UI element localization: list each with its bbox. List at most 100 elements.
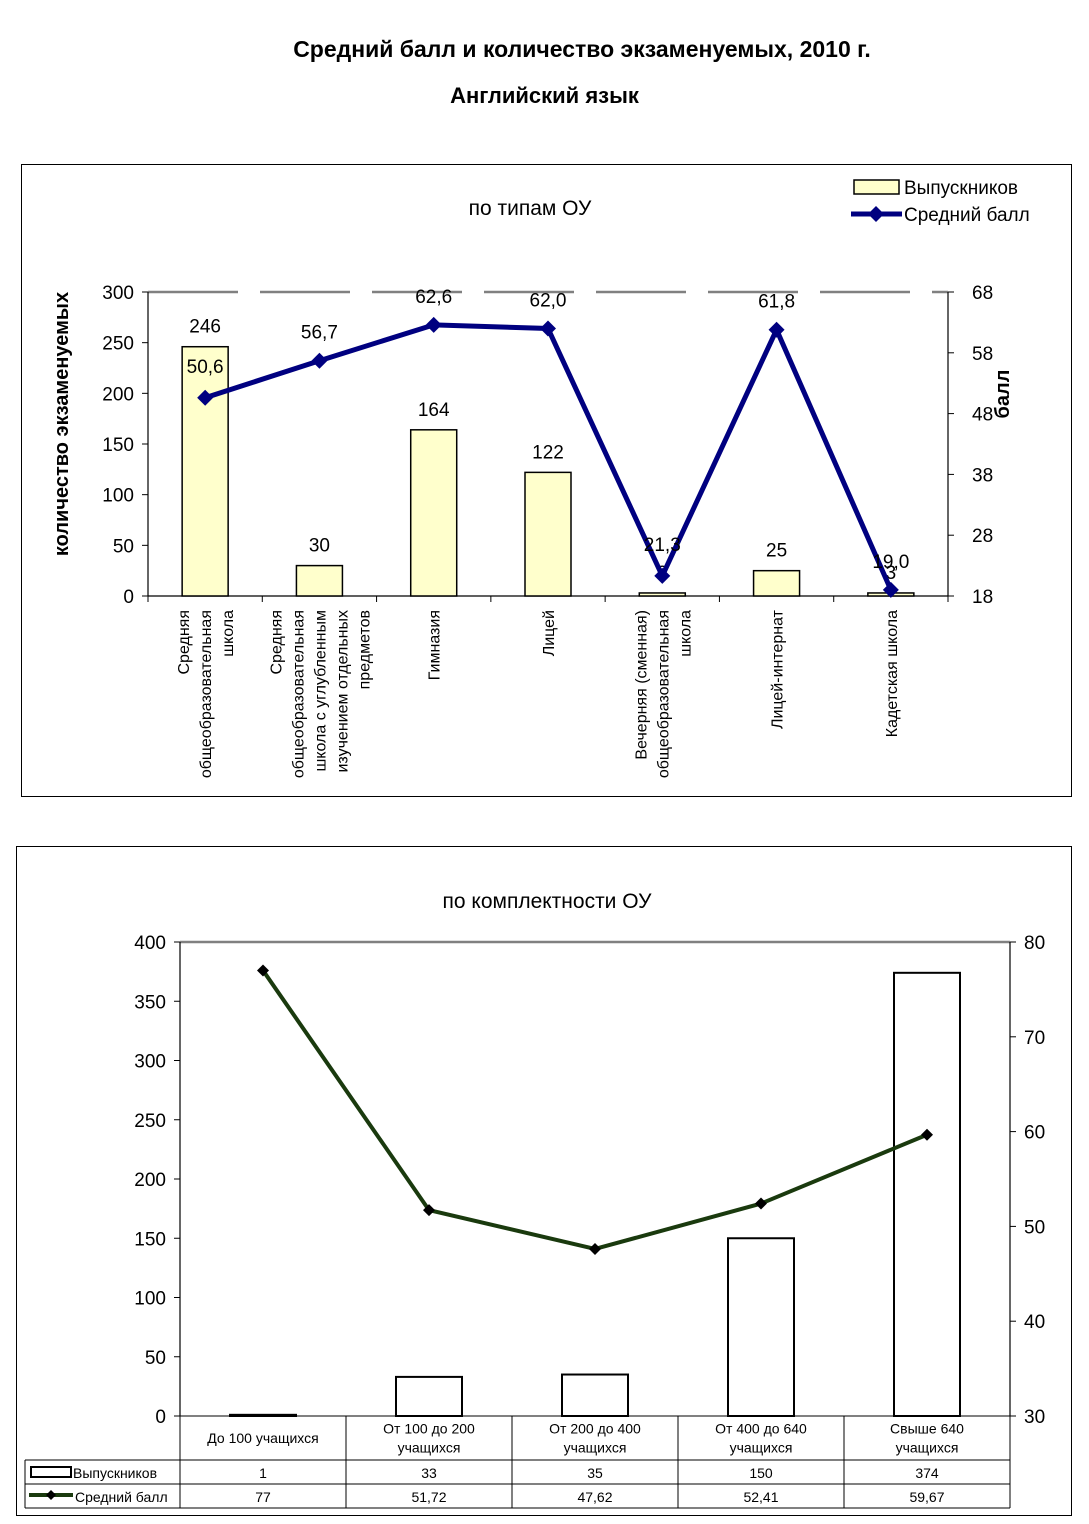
legend-line-label: Средний балл [904, 205, 1030, 226]
table-bar-value: 374 [915, 1465, 939, 1481]
y-axis-label-right: балл [992, 370, 1014, 419]
score-value-label: 19,0 [872, 552, 909, 573]
x-category-label: Кадетская школа [884, 610, 901, 737]
y-tick-label-right: 60 [1024, 1123, 1045, 1144]
bar-value-label: 246 [189, 317, 221, 338]
x-category-label-line: Средняя [176, 610, 193, 675]
x-category-label-line: Вечерняя (сменная) [633, 610, 650, 760]
score-point [311, 352, 328, 369]
x-category-label-line: Лицей-интернат [770, 609, 787, 729]
x-category-label-line: школа [677, 610, 694, 657]
y-tick-label-left: 100 [134, 1289, 166, 1310]
table-score-value: 59,67 [909, 1489, 944, 1505]
x-category-label-line: изучением отдельных [334, 610, 351, 773]
score-value-label: 62,6 [415, 287, 452, 308]
y-tick-label-left: 0 [123, 587, 134, 608]
y-tick-label-left: 50 [145, 1348, 166, 1369]
bar [395, 1375, 463, 1418]
x-category-label-line: общеобразовательная [655, 610, 672, 778]
table-category-label: Свыше 640 [890, 1421, 964, 1437]
table-category-label: До 100 учащихся [207, 1430, 318, 1446]
table-category-label: От 200 до 400 [549, 1421, 641, 1437]
bar [295, 564, 344, 597]
x-category-label-line: общеобразовательная [290, 610, 307, 778]
y-tick-label-right: 30 [1024, 1407, 1045, 1428]
data-table: До 100 учащихся От 100 до 200 учащихся От 2… [24, 1415, 1011, 1509]
score-value-label: 21,3 [644, 535, 681, 556]
table-category-label: учащихся [564, 1440, 627, 1456]
y-tick-label-left: 400 [134, 933, 166, 954]
page-title: Средний балл и количество экзаменуемых, … [293, 36, 871, 62]
bar [893, 971, 961, 1417]
x-category-label-line: Гимназия [427, 610, 444, 680]
y-tick-label-left: 300 [134, 1052, 166, 1073]
chart-by-size-frame: 0 50 100 150 200 250 300 350 400 30 40 50 60 70 80 по к… [16, 846, 1072, 1516]
table-score-value: 47,62 [577, 1489, 612, 1505]
legend-line-marker [46, 1490, 56, 1500]
table-category-label: учащихся [730, 1440, 793, 1456]
table-score-value: 77 [255, 1489, 271, 1505]
bar [524, 471, 572, 597]
x-category-label-line: Кадетская школа [884, 610, 901, 737]
chart-title: по комплектности ОУ [443, 890, 653, 913]
y-tick-label-right: 40 [1024, 1312, 1045, 1333]
y-tick-label-right: 28 [972, 526, 993, 547]
score-value-label: 61,8 [758, 292, 795, 313]
x-category-label-line: общеобразовательная [198, 610, 215, 778]
score-value-label: 50,6 [187, 357, 224, 378]
y-tick-label-right: 48 [972, 405, 993, 426]
x-category-label-line: Средняя [268, 610, 285, 675]
score-point [197, 389, 214, 406]
table-category-label: учащихся [896, 1440, 959, 1456]
y-tick-label-left: 150 [102, 435, 134, 456]
table-category-label: От 400 до 640 [715, 1421, 807, 1437]
table-score-value: 52,41 [743, 1489, 778, 1505]
y-tick-label-left: 350 [134, 992, 166, 1013]
table-bar-value: 35 [587, 1465, 603, 1481]
table-bar-value: 150 [749, 1465, 773, 1481]
table-bar-value: 1 [259, 1465, 267, 1481]
score-point [768, 321, 785, 338]
y-tick-label-left: 200 [102, 384, 134, 405]
chart-by-type: 0 50 100 150 200 250 300 18 28 38 48 58 68 246 30 164 12… [51, 178, 1030, 778]
bar-value-label: 122 [532, 442, 564, 463]
x-category-label: Лицей [541, 610, 558, 656]
bar-value-label: 25 [766, 541, 787, 562]
y-tick-label-right: 68 [972, 283, 993, 304]
x-category-label: Лицей-интернат [770, 609, 787, 729]
y-tick-label-left: 300 [102, 283, 134, 304]
chart-title: по типам ОУ [469, 197, 592, 220]
chart-by-size: 0 50 100 150 200 250 300 350 400 30 40 50 60 70 80 по к… [24, 890, 1045, 1509]
table-score-value: 51,72 [411, 1489, 446, 1505]
score-point [921, 1128, 933, 1141]
x-category-label: Гимназия [427, 610, 444, 680]
y-tick-label-left: 0 [155, 1407, 166, 1428]
y-tick-label-left: 250 [134, 1111, 166, 1132]
page-subtitle: Английский язык [450, 83, 639, 108]
x-category-label: Вечерняя (сменная) общеобразовательная шко… [633, 610, 694, 778]
y-axis-label-left: количество экзаменуемых [51, 292, 73, 556]
y-tick-label-left: 200 [134, 1170, 166, 1191]
legend-bar-label: Выпускников [73, 1465, 157, 1481]
score-point [589, 1242, 601, 1255]
y-tick-label-right: 58 [972, 344, 993, 365]
score-point [257, 964, 269, 977]
legend-bar-swatch [30, 1466, 72, 1478]
y-tick-label-left: 250 [102, 334, 134, 355]
table-category-label: учащихся [398, 1440, 461, 1456]
y-tick-label-left: 100 [102, 486, 134, 507]
score-point [882, 581, 899, 598]
legend-line-label: Средний балл [75, 1489, 168, 1505]
bar [752, 569, 801, 597]
table-bar-value: 33 [421, 1465, 437, 1481]
y-tick-label-right: 70 [1024, 1028, 1045, 1049]
score-line [261, 969, 928, 1252]
score-value-label: 56,7 [301, 323, 338, 344]
bar-value-label: 164 [418, 400, 450, 421]
score-point [425, 316, 442, 333]
x-category-label-line: предметов [356, 610, 373, 689]
legend-line-marker [868, 206, 884, 222]
bar [727, 1237, 795, 1417]
bar-value-label: 3 [886, 563, 897, 584]
y-tick-label-left: 50 [113, 536, 134, 557]
